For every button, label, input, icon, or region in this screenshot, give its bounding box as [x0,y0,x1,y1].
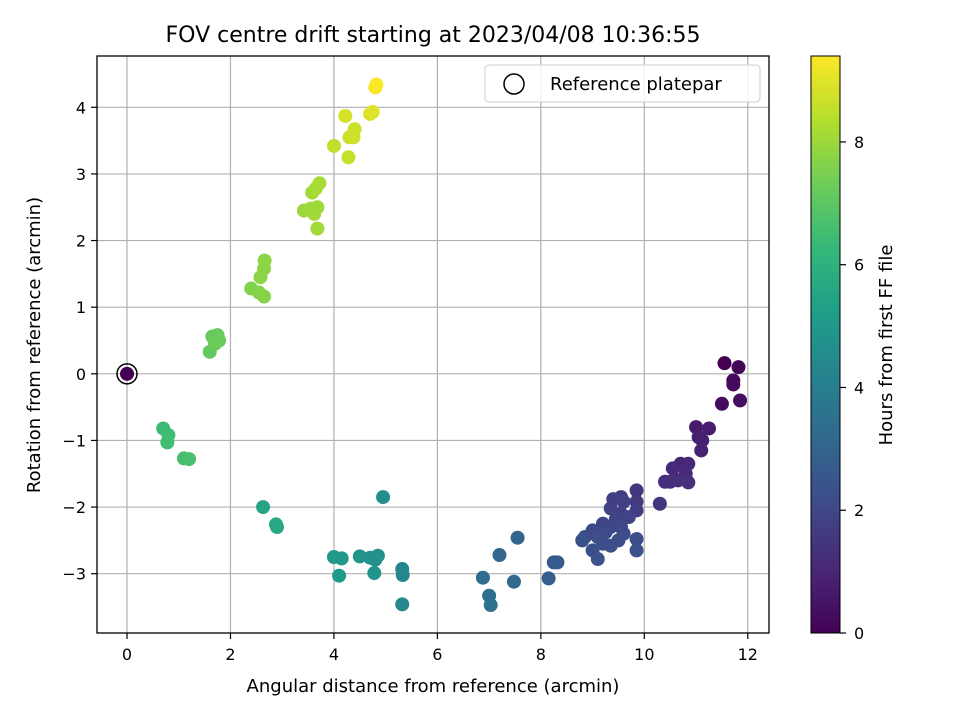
x-tick-label: 2 [225,645,235,664]
data-point [257,289,272,304]
colorbar-tick-label: 2 [854,501,864,520]
data-point [717,356,732,371]
data-point [312,176,327,191]
colorbar-label: Hours from first FF file [876,245,897,446]
y-tick-label: 1 [76,298,86,317]
data-point [629,532,644,547]
colorbar-tick-label: 0 [854,624,864,643]
data-point [550,555,565,570]
data-point [257,253,272,268]
data-point [492,548,507,563]
data-point [395,568,410,583]
colorbar-tick-label: 8 [854,133,864,152]
colorbar-tick-label: 6 [854,256,864,275]
legend-box [484,64,761,103]
data-point [726,377,741,392]
chart-title: FOV centre drift starting at 2023/04/08 … [166,23,701,48]
legend: Reference platepar [484,64,761,103]
data-point [670,473,685,488]
x-tick-label: 6 [432,645,442,664]
data-point [629,543,644,558]
colorbar-gradient [810,55,841,634]
colorbar-tick-label: 4 [854,378,864,397]
data-point [395,597,410,612]
data-point [365,104,380,119]
data-point [665,461,680,476]
y-axis-ticks: −3 −2 −1 0 1 2 3 4 [62,98,97,584]
data-point [475,570,490,585]
x-tick-label: 10 [634,645,654,664]
y-tick-label: −3 [62,565,86,584]
x-tick-label: 4 [329,645,339,664]
data-point [629,483,644,498]
data-point [652,496,667,511]
data-point [483,598,498,613]
data-point [256,500,271,515]
y-axis-label: Rotation from reference (arcmin) [24,197,45,493]
data-point [368,552,383,567]
data-point [338,108,353,123]
data-point [510,530,525,545]
x-tick-label: 12 [738,645,758,664]
colorbar: 0 2 4 6 8 Hours from first FF file [810,55,897,643]
data-point [332,568,347,583]
data-point [590,552,605,567]
data-point [616,494,631,509]
data-point [621,510,636,525]
data-point [270,520,285,535]
data-point [310,221,325,236]
y-tick-label: 2 [76,232,86,251]
data-point [326,138,341,153]
data-point [341,150,356,165]
y-tick-label: −2 [62,498,86,517]
data-point [506,574,521,589]
data-point [714,396,729,411]
y-tick-label: 0 [76,365,86,384]
data-point [603,501,618,516]
data-point [376,490,391,505]
data-point [347,122,362,137]
x-axis-ticks: 0 2 4 6 8 10 12 [122,633,758,664]
data-point [603,538,618,553]
data-point [160,435,175,450]
data-point [733,393,748,408]
reference-platepar-marker [116,363,138,385]
plot-frame [96,55,770,634]
x-tick-label: 0 [122,645,132,664]
data-point [541,571,556,586]
data-point [120,366,135,381]
data-point [694,443,709,458]
data-point [334,551,349,566]
y-tick-label: 3 [76,165,86,184]
data-point [182,452,197,467]
legend-marker [503,73,525,95]
colorbar-ticks: 0 2 4 6 8 [840,133,864,643]
data-point [367,566,382,581]
x-tick-label: 8 [536,645,546,664]
data-point [207,336,222,351]
data-points [116,77,748,613]
data-point [731,360,746,375]
data-point [352,549,367,564]
data-point [701,421,716,436]
legend-entry-label: Reference platepar [550,74,722,95]
y-tick-label: −1 [62,431,86,450]
data-point [307,206,322,221]
data-point [369,77,384,92]
x-axis-label: Angular distance from reference (arcmin) [247,676,620,697]
data-point [681,475,696,490]
y-tick-label: 4 [76,98,86,117]
data-point [575,533,590,548]
